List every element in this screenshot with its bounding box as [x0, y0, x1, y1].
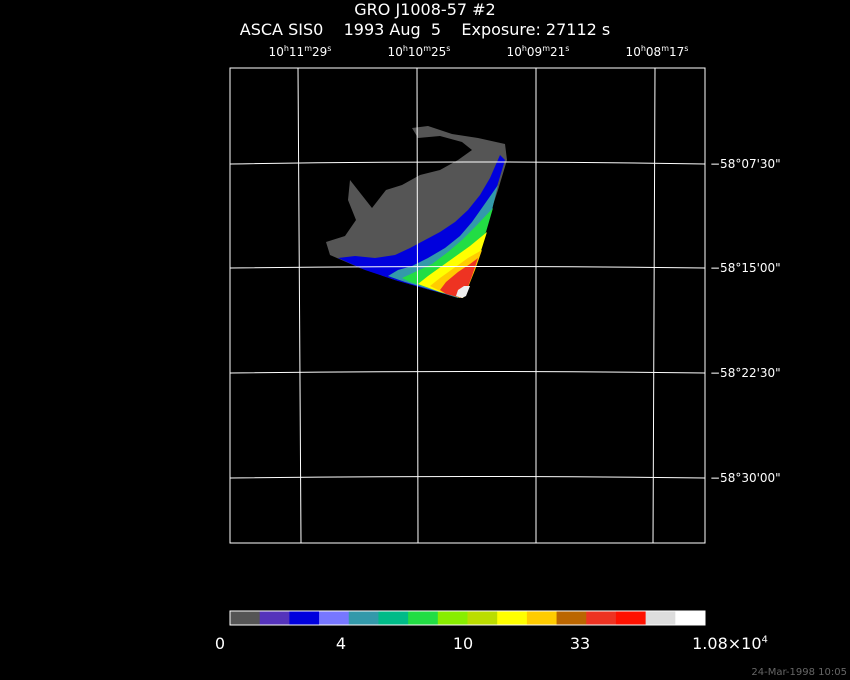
- image-region-white: [456, 286, 470, 298]
- colorbar-label: 33: [569, 634, 591, 653]
- coordinate-grid: [230, 68, 705, 543]
- ra-tick-label: 10h11m29s: [268, 44, 332, 59]
- ra-tick-label: 10h08m17s: [625, 44, 689, 59]
- colorbar-segment: [615, 611, 647, 625]
- colorbar-segment: [437, 611, 468, 625]
- colorbar-segment: [497, 611, 528, 625]
- xray-image: [326, 126, 507, 298]
- colorbar-segment: [378, 611, 409, 625]
- colorbar-segment: [467, 611, 498, 625]
- image-region-red: [440, 258, 478, 298]
- ra-tick-label: 10h10m25s: [387, 44, 451, 59]
- colorbar-segment: [586, 611, 617, 625]
- plot-title: GRO J1008-57 #2: [354, 0, 496, 19]
- colorbar-segment: [556, 611, 587, 625]
- colorbar-segment: [259, 611, 290, 625]
- dec-tick-label: −58°15'00": [710, 261, 781, 275]
- colorbar-label: 10: [452, 634, 474, 653]
- colorbar-frame: [229, 610, 706, 626]
- plot-subtitle: ASCA SIS0 1993 Aug 5 Exposure: 27112 s: [239, 20, 611, 39]
- ra-tick-label: 10h09m21s: [506, 44, 570, 59]
- colorbar-label: 1.08×104: [692, 634, 768, 653]
- dec-tick-label: −58°30'00": [710, 471, 781, 485]
- colorbar: [230, 611, 706, 625]
- colorbar-segment: [645, 611, 676, 625]
- colorbar-label: 4: [335, 634, 347, 653]
- dec-tick-label: −58°07'30": [710, 157, 781, 171]
- dec-tick-label: −58°22'30": [710, 366, 781, 380]
- timestamp: 24-Mar-1998 10:05: [751, 667, 847, 678]
- colorbar-segment: [289, 611, 320, 625]
- colorbar-segment: [348, 611, 379, 625]
- colorbar-segment: [408, 611, 439, 625]
- colorbar-segment: [675, 611, 706, 625]
- colorbar-segment: [230, 611, 261, 625]
- colorbar-segment: [319, 611, 350, 625]
- colorbar-label: 0: [214, 634, 226, 653]
- plot-frame: [229, 67, 706, 544]
- colorbar-segment: [526, 611, 558, 625]
